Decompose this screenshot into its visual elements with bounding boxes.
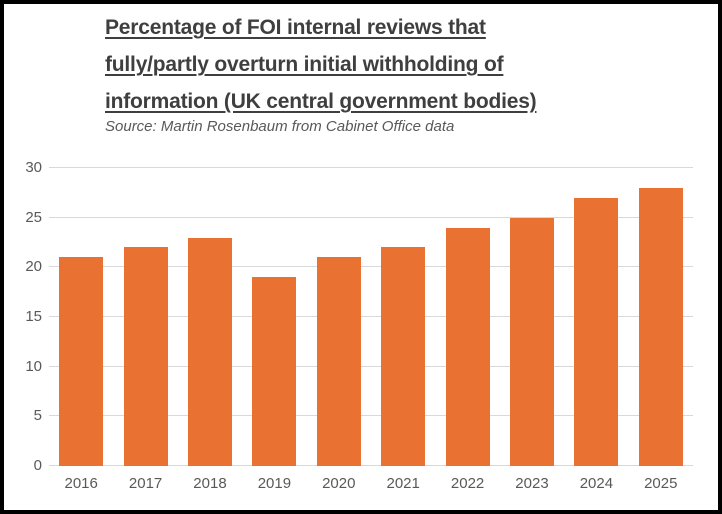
chart-title-line-3: information (UK central government bodie… xyxy=(105,90,537,113)
chart-title: Percentage of FOI internal reviews that … xyxy=(105,9,665,120)
bar-2018 xyxy=(188,237,232,466)
x-tick-label-2018: 2018 xyxy=(193,475,227,492)
y-tick-label-0: 0 xyxy=(33,457,42,474)
bar-2022 xyxy=(445,227,490,466)
y-tick-label-20: 20 xyxy=(25,258,42,276)
bar-2023 xyxy=(510,217,554,466)
bar-2017 xyxy=(123,247,168,466)
chart-subtitle: Source: Martin Rosenbaum from Cabinet Of… xyxy=(105,118,455,135)
gridline-y-10 xyxy=(49,365,693,367)
x-tick-label-2020: 2020 xyxy=(322,475,356,492)
gridline-y-20 xyxy=(49,266,693,268)
bar-2025 xyxy=(638,187,683,466)
bar-2024 xyxy=(574,197,619,466)
x-tick-label-2023: 2023 xyxy=(515,475,549,492)
x-tick-label-2024: 2024 xyxy=(579,475,614,492)
chart-title-line-1: Percentage of FOI internal reviews that xyxy=(105,16,486,39)
bar-2020 xyxy=(316,257,361,466)
gridline-y-25 xyxy=(49,216,693,218)
x-tick-label-2019: 2019 xyxy=(257,475,292,492)
y-tick-label-15: 15 xyxy=(25,308,42,325)
bar-2016 xyxy=(59,257,104,466)
y-tick-label-25: 25 xyxy=(25,208,42,226)
y-tick-label-5: 5 xyxy=(33,407,42,425)
gridline-y-5 xyxy=(49,415,693,417)
y-tick-label-30: 30 xyxy=(25,159,42,176)
x-tick-label-2025: 2025 xyxy=(644,475,678,492)
x-tick-label-2021: 2021 xyxy=(386,475,420,492)
x-tick-label-2017: 2017 xyxy=(128,475,163,492)
plot-area xyxy=(49,167,693,466)
chart-title-line-2: fully/partly overturn initial withholdin… xyxy=(105,53,504,76)
bar-2021 xyxy=(381,247,426,466)
gridline-y-0 xyxy=(49,465,693,466)
gridline-y-15 xyxy=(49,316,693,317)
x-tick-label-2022: 2022 xyxy=(450,475,485,492)
gridline-y-30 xyxy=(49,167,693,168)
bar-2019 xyxy=(252,277,297,466)
x-tick-label-2016: 2016 xyxy=(64,475,98,492)
y-tick-label-10: 10 xyxy=(25,357,42,375)
